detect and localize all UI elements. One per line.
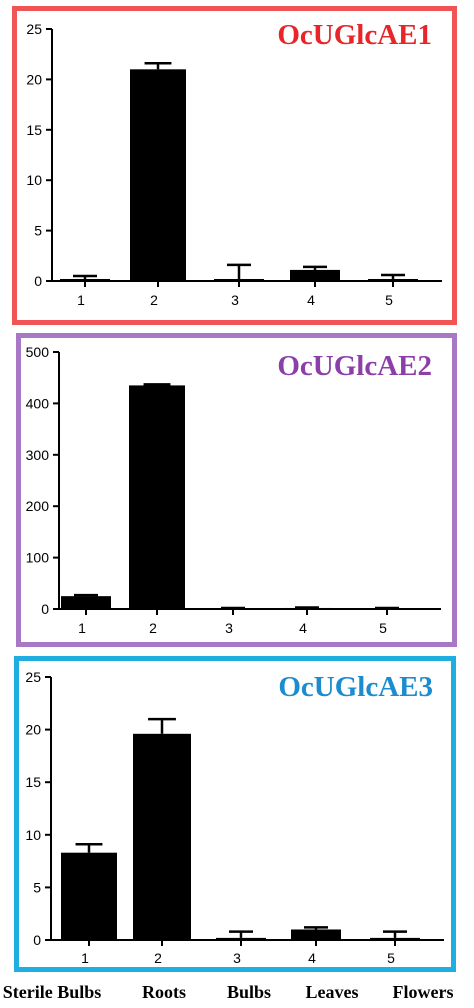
y-tick-label: 0 <box>41 601 49 617</box>
sample-label-leaves: Leaves <box>305 982 359 1002</box>
bar <box>214 278 264 281</box>
x-tick-label: 1 <box>78 620 86 636</box>
chart-title: OcUGlcAE3 <box>278 671 433 703</box>
bar <box>368 278 418 281</box>
bar <box>60 278 110 281</box>
x-tick-label: 1 <box>81 950 89 966</box>
y-tick-label: 25 <box>25 669 41 685</box>
bar <box>133 733 191 940</box>
x-tick-label: 3 <box>225 620 233 636</box>
bar <box>130 69 186 281</box>
chart-panel-ocuglcae3: 0 5 10 15 20 25 1 2 3 4 5 OcUGlcAE3 <box>14 656 456 972</box>
y-tick-label: 300 <box>26 447 50 463</box>
bar <box>216 937 266 940</box>
y-tick-label: 100 <box>26 550 50 566</box>
y-tick-label: 5 <box>33 879 41 895</box>
sample-label-roots: Roots <box>142 982 186 1002</box>
bar <box>129 385 185 609</box>
bar <box>291 929 341 940</box>
bar <box>61 852 117 940</box>
x-tick-label: 2 <box>150 292 158 308</box>
y-tick-label: 15 <box>25 774 41 790</box>
x-tick-label: 5 <box>379 620 387 636</box>
y-tick-label: 5 <box>34 223 42 239</box>
y-tick-label: 25 <box>26 21 42 37</box>
y-tick-label: 0 <box>33 932 41 948</box>
chart-title: OcUGlcAE1 <box>277 19 432 51</box>
x-tick-label: 4 <box>299 620 307 636</box>
x-tick-label: 5 <box>385 292 393 308</box>
x-tick-label: 4 <box>308 950 316 966</box>
bar-chart-ocuglcae3: 0 5 10 15 20 25 1 2 3 4 5 <box>25 669 444 966</box>
sample-label-sterile-bulbs: Sterile Bulbs <box>2 982 102 1002</box>
x-tick-label: 2 <box>154 950 162 966</box>
y-tick-label: 15 <box>26 122 42 138</box>
x-tick-label: 4 <box>307 292 315 308</box>
bar-chart-ocuglcae2: 0 100 200 300 400 500 1 2 3 4 5 <box>26 344 441 636</box>
y-tick-label: 20 <box>26 71 42 87</box>
bar <box>61 596 111 609</box>
x-tick-label: 3 <box>231 292 239 308</box>
bar <box>290 269 340 281</box>
chart-title: OcUGlcAE2 <box>277 350 432 382</box>
y-tick-label: 200 <box>26 498 50 514</box>
x-tick-label: 2 <box>149 620 157 636</box>
y-tick-label: 500 <box>26 344 50 360</box>
bar-chart-ocuglcae1: 0 5 10 15 20 25 1 2 3 4 5 <box>26 21 442 308</box>
x-tick-label: 3 <box>233 950 241 966</box>
y-tick-label: 20 <box>25 722 41 738</box>
y-tick-label: 10 <box>26 172 42 188</box>
y-tick-label: 10 <box>25 827 41 843</box>
x-tick-label: 1 <box>77 292 85 308</box>
sample-label-bulbs: Bulbs <box>226 982 272 1002</box>
chart-panel-ocuglcae2: 0 100 200 300 400 500 1 2 3 4 5 OcUGlcAE2 <box>16 333 457 647</box>
bar <box>370 937 420 940</box>
x-tick-label: 5 <box>387 950 395 966</box>
chart-panel-ocuglcae1: 0 5 10 15 20 25 1 2 3 4 5 OcUGlcAE1 <box>12 6 457 325</box>
y-tick-label: 0 <box>34 273 42 289</box>
y-tick-label: 400 <box>26 395 50 411</box>
sample-label-flowers: Flowers <box>392 982 454 1002</box>
